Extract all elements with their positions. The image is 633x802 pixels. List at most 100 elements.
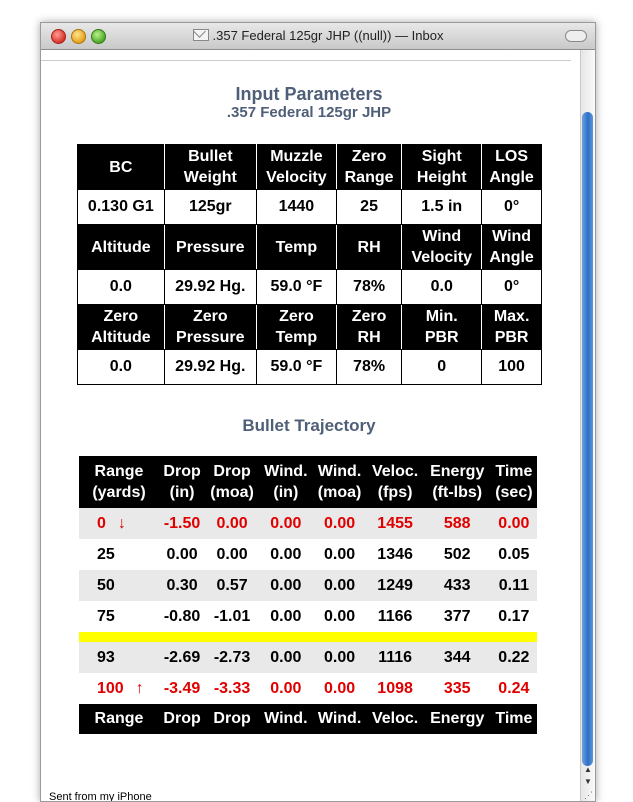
param-header-cell-line: Height bbox=[416, 169, 467, 186]
param-header-cell: Zero RH bbox=[335, 304, 403, 350]
param-value-row: 0.0 29.92 Hg. 59.0 °F 78% 0 100 bbox=[77, 349, 542, 385]
range-value: 75 bbox=[97, 607, 115, 625]
zoom-button[interactable] bbox=[91, 29, 106, 44]
param-header-cell-line: Weight bbox=[183, 169, 237, 186]
trajectory-row: 0 ↓ -1.50 0.00 0.00 0.00 1455 588 0.00 bbox=[79, 508, 537, 539]
param-value-cell: 0° bbox=[481, 189, 542, 225]
param-header-cell: Pressure bbox=[163, 224, 257, 270]
trajectory-value-cell: 0.00 bbox=[490, 508, 537, 539]
trajectory-value-cell: 0.22 bbox=[490, 642, 537, 673]
param-header-cell-line: Temp bbox=[275, 329, 318, 346]
trajectory-value-cell: 0.00 bbox=[259, 601, 313, 632]
trajectory-header-cell: Drop (in) bbox=[159, 456, 206, 508]
trajectory-value-cell: 502 bbox=[423, 539, 491, 570]
param-value-cell: 59.0 °F bbox=[255, 269, 337, 305]
trajectory-header-cell-line: Wind. bbox=[264, 463, 308, 480]
trajectory-header-cell-line: Range bbox=[94, 463, 144, 480]
trajectory-header-cell-line: Wind. bbox=[317, 463, 362, 480]
param-header-cell-line: RH bbox=[357, 238, 381, 256]
message-body: Input Parameters .357 Federal 125gr JHP … bbox=[41, 50, 581, 801]
param-value-cell: 0 bbox=[401, 349, 483, 385]
trajectory-value-cell: -2.69 bbox=[159, 642, 206, 673]
trajectory-value-cell: 0.17 bbox=[490, 601, 537, 632]
trajectory-value-cell: 0.00 bbox=[312, 539, 367, 570]
param-header-cell: Zero Altitude bbox=[77, 304, 165, 350]
trajectory-value-cell: -3.49 bbox=[159, 673, 206, 704]
range-cell: 93 bbox=[79, 642, 159, 673]
param-header-cell-line: Wind bbox=[422, 228, 462, 245]
scrollbar-thumb[interactable] bbox=[582, 112, 593, 766]
trajectory-value-cell: 0.00 bbox=[259, 642, 313, 673]
param-header-cell: BC bbox=[77, 144, 165, 190]
trajectory-row: 100 ↑ -3.49 -3.33 0.00 0.00 1098 335 0.24 bbox=[79, 673, 537, 704]
param-header-cell: RH bbox=[335, 224, 403, 270]
resize-grip-icon[interactable]: ⋰ bbox=[584, 790, 593, 800]
trajectory-header-row: Range (yards) Drop (in) Drop (moa) Wind. (in) Wi… bbox=[79, 456, 537, 508]
trajectory-header-cell: Drop (moa) bbox=[205, 456, 259, 508]
range-value: 100 bbox=[97, 679, 124, 697]
title-bar[interactable]: .357 Federal 125gr JHP ((null)) — Inbox bbox=[41, 23, 595, 50]
scroll-down-arrow-icon[interactable]: ▼ bbox=[584, 777, 592, 786]
trajectory-value-cell: 1455 bbox=[366, 508, 424, 539]
trajectory-row: 25 0.00 0.00 0.00 0.00 1346 502 0.05 bbox=[79, 539, 537, 570]
trajectory-header-cell: Energy (ft-lbs) bbox=[423, 456, 491, 508]
param-header-cell-line: Velocity bbox=[411, 249, 472, 266]
param-header-cell: Sight Height bbox=[401, 144, 483, 190]
param-header-cell-line: BC bbox=[109, 158, 133, 176]
mail-window: .357 Federal 125gr JHP ((null)) — Inbox … bbox=[40, 22, 596, 802]
param-header-cell: Zero Temp bbox=[255, 304, 337, 350]
trajectory-footer-cell: Veloc. bbox=[366, 704, 424, 734]
param-header-cell-line: Min. bbox=[425, 308, 458, 325]
close-button[interactable] bbox=[51, 29, 66, 44]
trajectory-header-cell-line: Time bbox=[495, 463, 533, 480]
trajectory-footer-cell: Energy bbox=[423, 704, 491, 734]
trajectory-header-cell: Veloc. (fps) bbox=[366, 456, 424, 508]
trajectory-header-cell-line: Drop bbox=[213, 463, 251, 480]
param-header-cell-line: Angle bbox=[489, 169, 534, 186]
trajectory-value-cell: 0.24 bbox=[490, 673, 537, 704]
trajectory-value-cell: 0.00 bbox=[312, 570, 367, 601]
window-title-text: .357 Federal 125gr JHP ((null)) — Inbox bbox=[212, 28, 444, 43]
param-value-cell: 0.130 G1 bbox=[77, 189, 165, 225]
toolbar-toggle-button[interactable] bbox=[565, 30, 587, 42]
vertical-scrollbar[interactable]: ▲ ▼ ⋰ bbox=[580, 50, 595, 801]
param-value-cell: 0.0 bbox=[77, 269, 165, 305]
trajectory-value-cell: 0.00 bbox=[259, 508, 313, 539]
range-cell: 50 bbox=[79, 570, 159, 601]
trajectory-header-cell-line: (moa) bbox=[317, 484, 362, 501]
param-value-cell: 25 bbox=[335, 189, 403, 225]
trajectory-footer-cell: Range bbox=[79, 704, 159, 734]
param-header-cell: Zero Range bbox=[335, 144, 403, 190]
param-value-cell: 29.92 Hg. bbox=[163, 269, 257, 305]
trajectory-value-cell: 0.00 bbox=[312, 508, 367, 539]
trajectory-value-cell: -3.33 bbox=[205, 673, 259, 704]
param-header-cell-line: Temp bbox=[275, 238, 318, 256]
trajectory-value-cell: 0.30 bbox=[159, 570, 206, 601]
trajectory-footer-cell: Drop bbox=[159, 704, 206, 734]
minimize-button[interactable] bbox=[71, 29, 86, 44]
divider bbox=[41, 60, 571, 61]
load-name-subheading: .357 Federal 125gr JHP bbox=[226, 104, 392, 121]
param-header-cell: LOS Angle bbox=[481, 144, 542, 190]
param-header-cell: Altitude bbox=[77, 224, 165, 270]
range-value: 25 bbox=[97, 545, 115, 563]
param-header-cell-line: Bullet bbox=[188, 148, 233, 165]
param-header-cell-line: Wind bbox=[492, 228, 532, 245]
arrow-up-icon: ↑ bbox=[135, 679, 144, 697]
trajectory-header-cell-line: Veloc. bbox=[371, 463, 419, 480]
param-header-cell-line: LOS bbox=[495, 148, 529, 165]
range-value: 50 bbox=[97, 576, 115, 594]
bullet-trajectory-heading: Bullet Trajectory bbox=[242, 416, 376, 435]
param-header-cell-line: Muzzle bbox=[270, 148, 323, 165]
range-cell: 0 ↓ bbox=[79, 508, 159, 539]
trajectory-value-cell: 1166 bbox=[366, 601, 424, 632]
scroll-up-arrow-icon[interactable]: ▲ bbox=[584, 765, 592, 774]
param-value-cell: 125gr bbox=[163, 189, 257, 225]
range-value: 0 bbox=[97, 514, 106, 532]
param-value-cell: 78% bbox=[335, 269, 403, 305]
param-value-cell: 78% bbox=[335, 349, 403, 385]
param-header-row: Zero Altitude Zero Pressure Zero Temp Zero RH Mi… bbox=[77, 304, 542, 350]
trajectory-value-cell: -2.73 bbox=[205, 642, 259, 673]
trajectory-header-cell-line: (yards) bbox=[92, 484, 146, 501]
param-header-cell-line: PBR bbox=[424, 329, 459, 346]
